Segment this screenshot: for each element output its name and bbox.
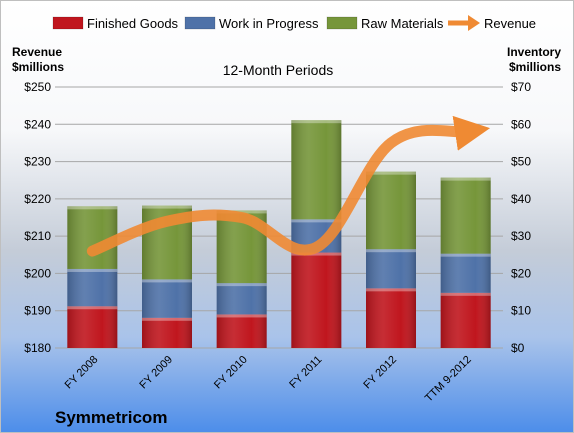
company-name: Symmetricom [55,408,167,427]
legend-item-finished-goods: Finished Goods [52,16,179,31]
bar-stack-5 [440,177,491,348]
bar-shading [67,268,118,307]
bar-stack-2 [216,210,267,348]
bar-top-highlight [142,205,192,209]
bar-top-highlight [67,306,118,310]
left-tick-label: $180 [24,341,51,355]
bar-top-highlight [366,288,416,292]
bar-top-highlight [67,206,118,210]
right-tick-label: $30 [511,229,531,243]
legend-label-finished-goods: Finished Goods [87,16,179,31]
legend: Finished Goods Work in Progress Raw Materi… [52,15,536,31]
legend-swatch-finished-goods [52,16,84,30]
bar-shading [142,279,192,318]
legend-arrowhead-revenue [468,15,480,31]
bar-shading [440,253,491,293]
right-tick-label: $70 [511,80,531,94]
bar-shading [366,288,416,348]
bar-shading [366,249,416,289]
bar-top-highlight [67,268,118,272]
legend-label-work-in-progress: Work in Progress [219,16,319,31]
left-tick-label: $210 [24,229,51,243]
legend-item-work-in-progress: Work in Progress [184,16,319,31]
revenue-line [86,115,491,257]
bar-top-highlight [216,210,267,214]
left-tick-label: $220 [24,192,51,206]
left-tick-label: $200 [24,266,51,280]
bar-shading [440,292,491,348]
left-axis-title-line1: Revenue [12,45,62,59]
bar-top-highlight [366,171,416,175]
legend-item-revenue: Revenue [448,15,536,31]
right-tick-label: $50 [511,155,531,169]
left-axis-title-line2: $millions [12,60,64,74]
legend-swatch-raw-materials [326,16,358,30]
bar-shading [291,120,342,220]
left-tick-label: $190 [24,304,51,318]
bar-top-highlight [142,317,192,321]
left-tick-label: $230 [24,155,51,169]
bar-top-highlight [440,253,491,257]
legend-swatch-work-in-progress [184,16,216,30]
legend-item-raw-materials: Raw Materials [326,16,444,31]
right-tick-label: $40 [511,192,531,206]
legend-label-revenue: Revenue [484,16,536,31]
bars [67,120,491,348]
bar-shading [67,306,118,348]
bar-top-highlight [291,120,342,124]
bar-top-highlight [440,177,491,181]
chart-subtitle: 12-Month Periods [223,62,334,78]
right-tick-label: $10 [511,304,531,318]
bar-shading [142,317,192,348]
bar-top-highlight [440,292,491,296]
bar-stack-3 [291,120,342,348]
bar-stack-4 [366,171,416,348]
legend-label-raw-materials: Raw Materials [361,16,444,31]
left-tick-label: $250 [24,80,51,94]
left-tick-label: $240 [24,117,51,131]
right-tick-label: $60 [511,117,531,131]
bar-shading [366,171,416,250]
bar-shading [291,252,342,348]
right-axis-title-line1: Inventory [507,45,561,59]
bar-top-highlight [291,219,342,223]
bar-shading [216,283,267,315]
bar-top-highlight [366,249,416,253]
right-tick-label: $20 [511,266,531,280]
bar-top-highlight [216,283,267,287]
bar-shading [216,314,267,348]
bar-top-highlight [142,279,192,283]
bar-top-highlight [291,252,342,256]
right-tick-label: $0 [511,341,525,355]
bar-stack-0 [67,206,118,348]
bar-top-highlight [216,314,267,318]
right-axis-title-line2: $millions [509,60,561,74]
bar-shading [440,177,491,254]
